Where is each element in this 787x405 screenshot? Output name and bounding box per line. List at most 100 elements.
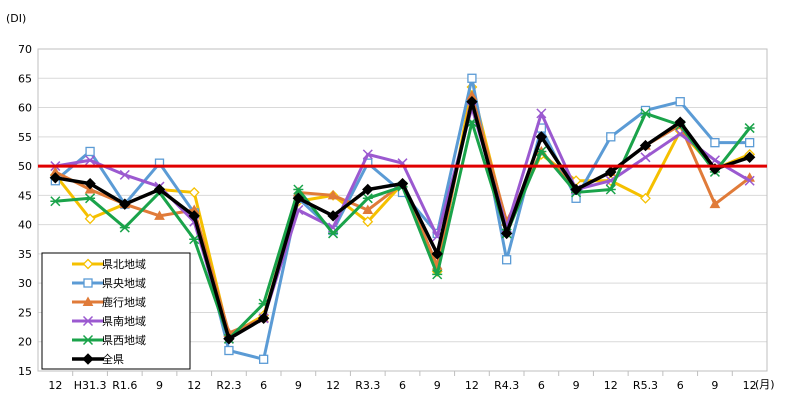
x-tick-label: 9 bbox=[573, 379, 580, 392]
marker-shape bbox=[83, 278, 93, 288]
legend-swatch-marker bbox=[82, 353, 94, 365]
data-point bbox=[119, 169, 130, 180]
series-lines bbox=[49, 73, 756, 364]
x-tick-label: R1.6 bbox=[112, 379, 137, 392]
data-point bbox=[500, 227, 513, 240]
data-point bbox=[49, 172, 62, 184]
data-point bbox=[293, 184, 304, 195]
marker-shape bbox=[362, 149, 373, 160]
marker-shape bbox=[606, 132, 616, 142]
data-point bbox=[362, 183, 374, 196]
legend-item: 鹿行地域 bbox=[72, 295, 146, 309]
marker-shape bbox=[362, 183, 374, 196]
x-tick-label: 6 bbox=[399, 379, 406, 392]
legend-label: 県西地域 bbox=[102, 334, 146, 347]
marker-shape bbox=[467, 73, 477, 83]
y-tick-label: 50 bbox=[18, 160, 32, 173]
y-axis-unit: (DI) bbox=[6, 12, 26, 25]
marker-shape bbox=[84, 213, 96, 225]
x-tick-label: 6 bbox=[260, 379, 267, 392]
data-point bbox=[605, 166, 617, 178]
marker-shape bbox=[189, 234, 200, 245]
marker-shape bbox=[744, 123, 755, 134]
x-tick-label: R3.3 bbox=[355, 379, 380, 392]
marker-shape bbox=[744, 175, 755, 186]
x-tick-label: 12 bbox=[326, 379, 340, 392]
data-point bbox=[675, 97, 685, 107]
marker-shape bbox=[432, 269, 443, 280]
y-tick-label: 40 bbox=[18, 219, 32, 232]
data-point bbox=[50, 196, 61, 207]
x-tick-label: 9 bbox=[295, 379, 302, 392]
marker-shape bbox=[293, 184, 304, 195]
marker-shape bbox=[431, 248, 443, 260]
x-tick-label: 12 bbox=[604, 379, 618, 392]
marker-shape bbox=[605, 166, 617, 178]
marker-shape bbox=[605, 184, 616, 195]
marker-shape bbox=[84, 177, 96, 190]
marker-shape bbox=[501, 255, 512, 265]
y-tick-label: 20 bbox=[18, 336, 32, 349]
x-tick-label: 12 bbox=[465, 379, 479, 392]
legend-item: 県西地域 bbox=[72, 334, 146, 347]
data-point bbox=[467, 73, 477, 83]
marker-shape bbox=[640, 192, 651, 204]
data-point bbox=[432, 269, 443, 280]
marker-shape bbox=[536, 108, 547, 119]
data-point bbox=[119, 198, 131, 210]
legend-swatch-marker bbox=[82, 334, 94, 346]
data-point bbox=[119, 222, 130, 233]
data-point bbox=[396, 177, 409, 190]
marker-shape bbox=[640, 108, 651, 119]
data-point bbox=[154, 210, 165, 220]
data-point bbox=[743, 151, 756, 164]
marker-shape bbox=[258, 354, 269, 364]
x-tick-label: 9 bbox=[711, 379, 718, 392]
data-point bbox=[709, 198, 721, 209]
marker-shape bbox=[82, 353, 94, 365]
data-point bbox=[328, 228, 339, 239]
marker-shape bbox=[709, 198, 721, 209]
legend-label: 県北地域 bbox=[102, 258, 146, 271]
x-tick-label: R4.3 bbox=[494, 379, 519, 392]
marker-shape bbox=[327, 189, 339, 200]
x-tick-label: 6 bbox=[538, 379, 545, 392]
data-point bbox=[640, 108, 651, 119]
data-point bbox=[188, 187, 200, 198]
y-tick-label: 60 bbox=[18, 102, 32, 115]
data-point bbox=[327, 210, 339, 222]
legend-item: 県北地域 bbox=[72, 258, 146, 271]
y-tick-label: 70 bbox=[18, 43, 32, 56]
y-tick-label: 35 bbox=[18, 248, 32, 261]
marker-shape bbox=[85, 155, 96, 166]
data-point bbox=[84, 213, 96, 225]
data-point bbox=[640, 152, 651, 163]
x-tick-label: R5.3 bbox=[633, 379, 658, 392]
marker-shape bbox=[362, 204, 374, 214]
marker-shape bbox=[362, 216, 374, 228]
data-point bbox=[674, 116, 686, 128]
data-point bbox=[744, 123, 755, 134]
legend-swatch-marker bbox=[82, 296, 94, 306]
marker-shape bbox=[744, 138, 755, 148]
legend-item: 県南地域 bbox=[72, 315, 146, 328]
data-point bbox=[258, 354, 269, 364]
marker-shape bbox=[85, 146, 95, 157]
marker-shape bbox=[85, 193, 96, 204]
data-point bbox=[536, 108, 547, 119]
marker-shape bbox=[223, 333, 235, 345]
x-tick-label: 9 bbox=[156, 379, 163, 392]
legend-label: 県南地域 bbox=[102, 315, 146, 328]
y-tick-label: 25 bbox=[18, 306, 32, 319]
marker-shape bbox=[188, 210, 200, 222]
marker-shape bbox=[500, 227, 513, 240]
marker-shape bbox=[710, 138, 720, 148]
series-6 bbox=[49, 95, 756, 345]
x-tick-label: 12 bbox=[743, 379, 757, 392]
x-tick-label: 9 bbox=[434, 379, 441, 392]
y-axis-ticks: 15 20 25 30 35 40 45 50 55 60 65 70 bbox=[18, 43, 32, 378]
marker-shape bbox=[119, 169, 130, 180]
x-tick-label: 12 bbox=[48, 379, 62, 392]
